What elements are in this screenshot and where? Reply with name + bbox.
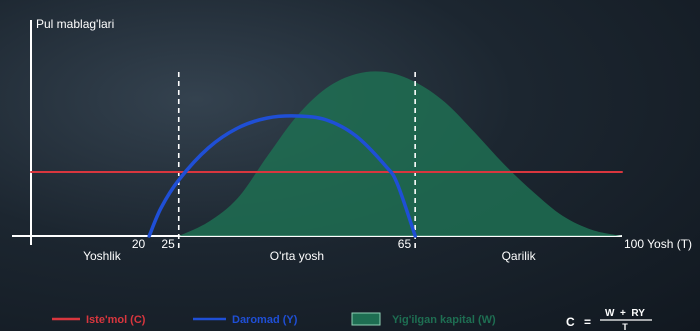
formula-denominator: T [622, 322, 628, 331]
formula-numerator: W + RY [605, 308, 645, 319]
series-yig-ilgan-kapital-w [178, 71, 623, 236]
y-axis-label: Pul mablag'lari [36, 17, 114, 31]
formula-lhs: C [566, 315, 575, 329]
stage-label: Qarilik [502, 249, 537, 263]
x-tick-label: 20 [132, 237, 146, 251]
legend-swatch-yig-ilgan-kapital-w [351, 312, 381, 326]
legend-label-daromad-y: Daromad (Y) [232, 314, 298, 326]
legend-label-iste-mol-c: Iste'mol (C) [86, 314, 146, 326]
formula-equals: = [584, 315, 591, 329]
x-tick-label: 25 [161, 237, 175, 251]
legend: Iste'mol (C) Daromad (Y) Yig'ilgan kapital… [52, 312, 496, 326]
series-daromad-y [147, 114, 417, 238]
formula: C = W + RY T [566, 308, 652, 331]
stage-label: Yoshlik [83, 249, 122, 263]
stage-label: O'rta yosh [270, 249, 324, 263]
x-tick-label: 65 [398, 237, 412, 251]
legend-label-yig-ilgan-kapital-w: Yig'ilgan kapital (W) [392, 314, 496, 326]
x-tick-label: 100 Yosh (T) [624, 237, 692, 251]
